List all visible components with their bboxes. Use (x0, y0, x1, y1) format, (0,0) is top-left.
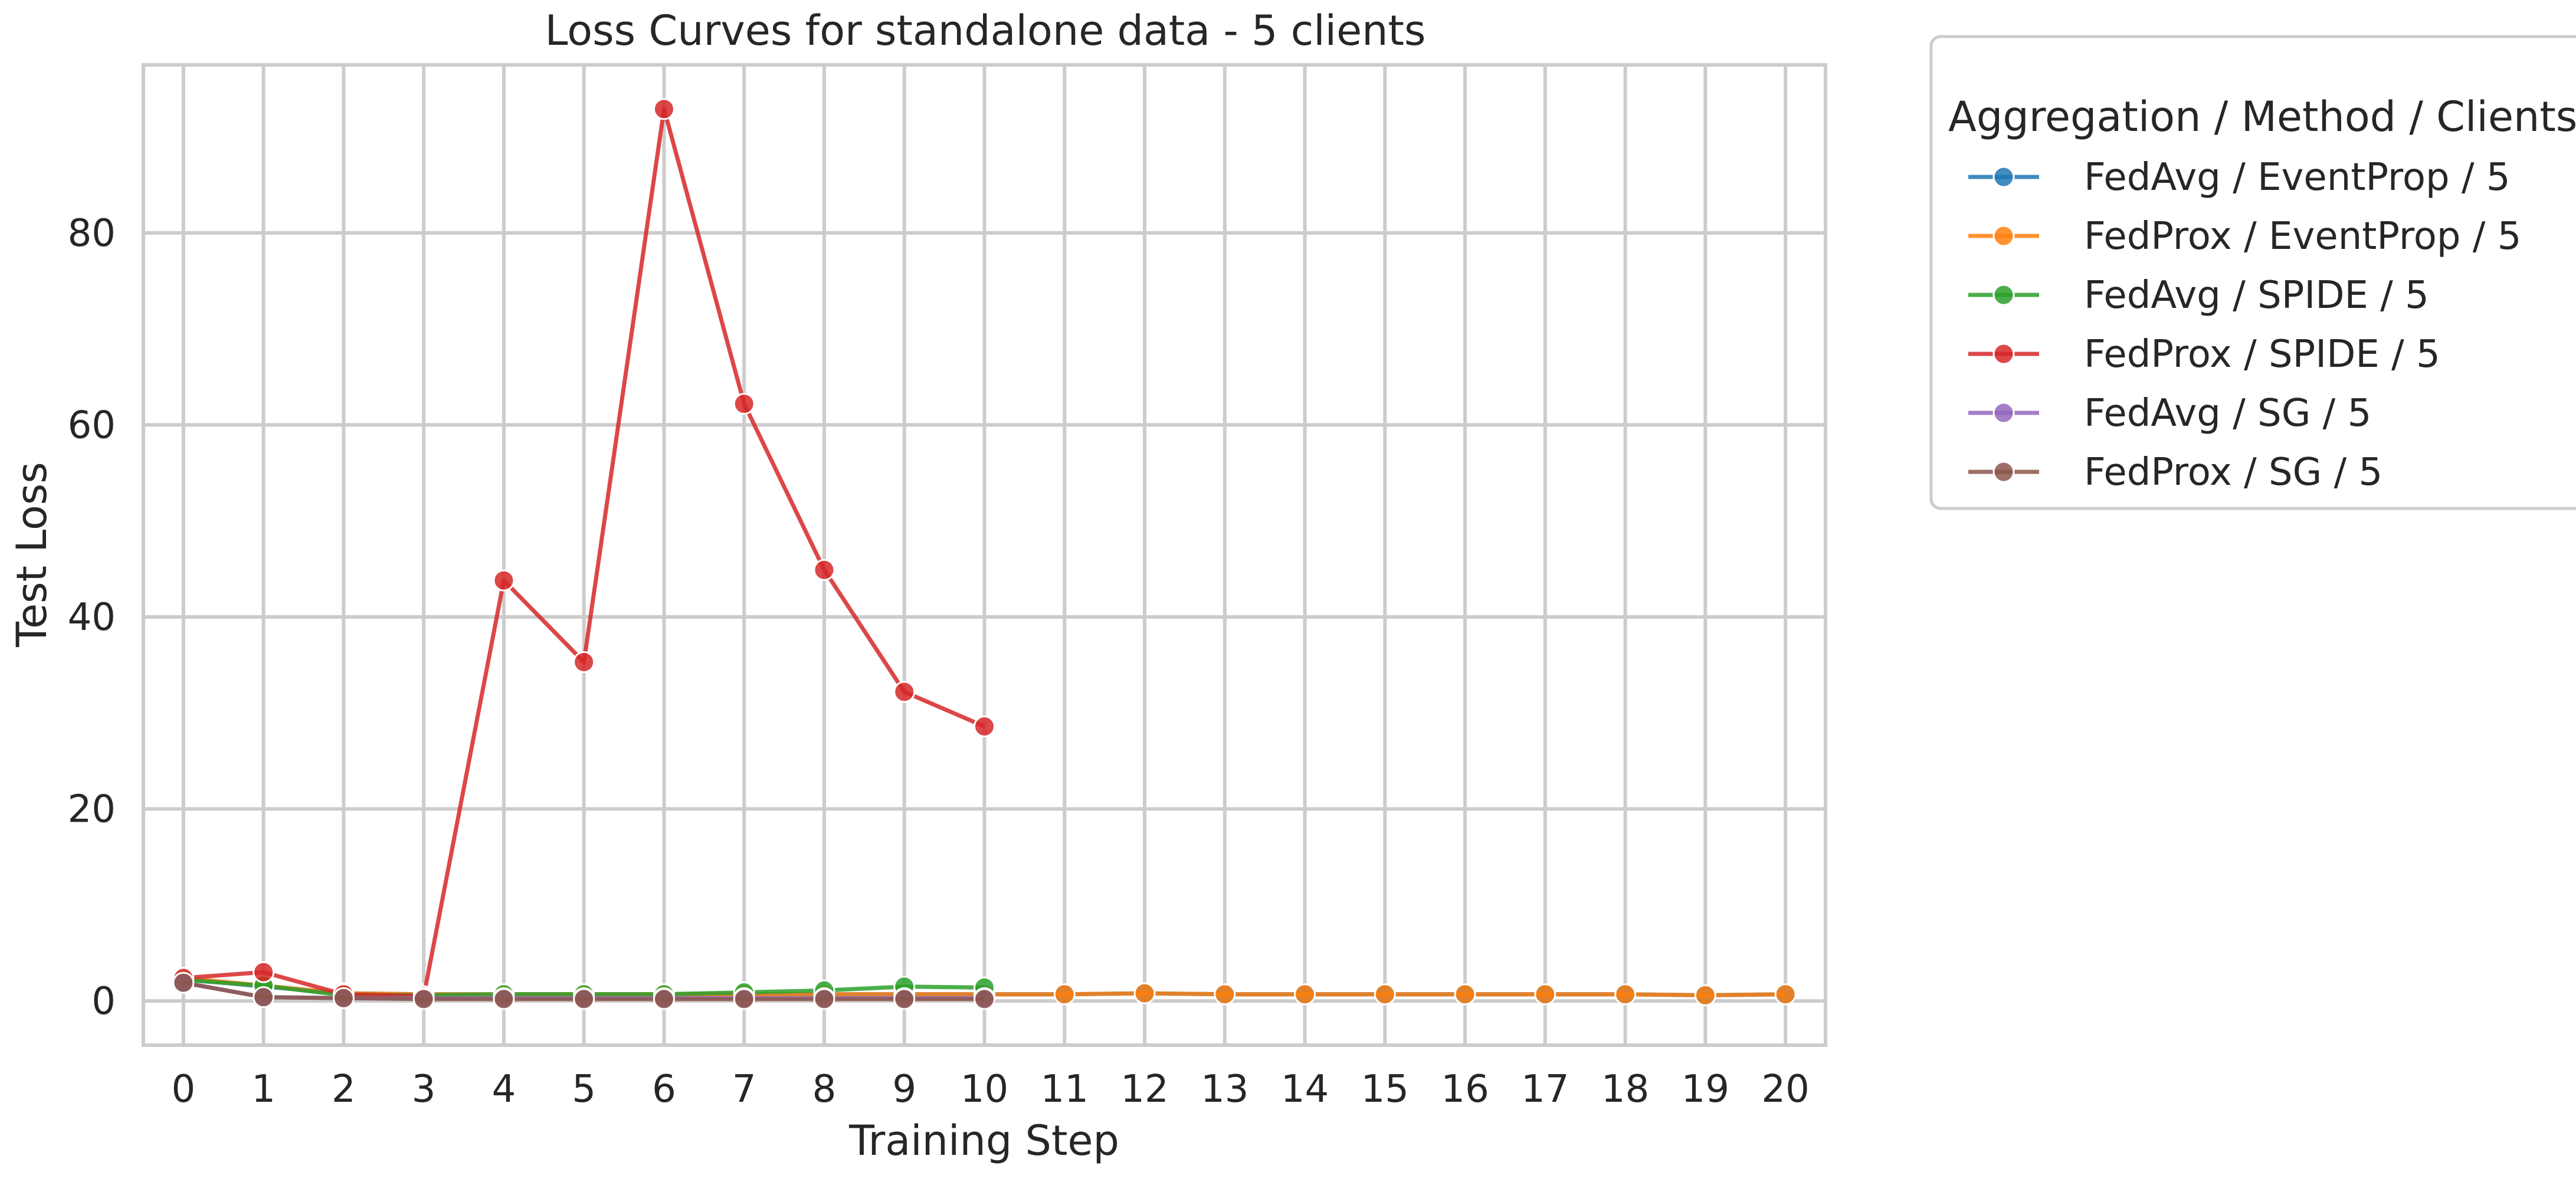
legend-label: FedProx / SG / 5 (2084, 451, 2382, 494)
x-tick-label: 11 (1041, 1068, 1089, 1111)
x-tick-label: 8 (812, 1068, 837, 1111)
x-tick-label: 2 (332, 1068, 356, 1111)
data-point (733, 393, 755, 415)
data-point (573, 988, 595, 1010)
data-point (733, 988, 755, 1010)
y-axis-ticks: 0 20 40 60 80 (68, 212, 116, 1023)
legend-item: FedAvg / SPIDE / 5 (1968, 274, 2429, 317)
series-group (172, 98, 1797, 1010)
x-tick-label: 18 (1601, 1068, 1649, 1111)
legend-items: FedAvg / EventProp / 5 FedProx / EventPro… (1968, 156, 2521, 494)
y-tick-label: 80 (68, 212, 116, 255)
data-point (653, 988, 675, 1010)
legend-swatch-marker (1992, 402, 2015, 424)
data-point (493, 988, 515, 1010)
legend-label: FedAvg / SG / 5 (2084, 392, 2371, 435)
data-point (1694, 984, 1716, 1006)
legend-item: FedProx / EventProp / 5 (1968, 215, 2521, 258)
legend-frame (1929, 35, 2576, 510)
legend-swatch-marker (1992, 343, 2015, 365)
legend-label: FedProx / EventProp / 5 (2084, 215, 2521, 258)
x-tick-label: 12 (1120, 1068, 1168, 1111)
x-tick-label: 10 (961, 1068, 1008, 1111)
legend-swatch-marker (1992, 225, 2015, 247)
legend: Aggregation / Method / Clients FedAvg / … (1929, 35, 2576, 510)
data-point (1214, 983, 1236, 1006)
data-point (1053, 983, 1076, 1006)
data-point (1374, 983, 1396, 1006)
x-tick-label: 3 (412, 1068, 436, 1111)
x-tick-label: 5 (572, 1068, 596, 1111)
data-point (332, 987, 355, 1009)
data-point (1774, 983, 1797, 1006)
legend-label: FedAvg / EventProp / 5 (2084, 156, 2511, 199)
series-group-item (172, 971, 995, 1010)
legend-title: Aggregation / Method / Clients (1948, 93, 2576, 141)
data-point (1454, 983, 1476, 1006)
x-tick-label: 14 (1281, 1068, 1329, 1111)
data-point (172, 971, 195, 994)
y-tick-label: 0 (91, 980, 116, 1023)
x-tick-label: 9 (892, 1068, 916, 1111)
data-point (1133, 982, 1156, 1004)
data-point (253, 986, 275, 1009)
data-point (412, 988, 435, 1010)
data-point (974, 988, 995, 1010)
data-point (653, 98, 675, 120)
x-tick-label: 15 (1361, 1068, 1409, 1111)
x-tick-label: 4 (492, 1068, 516, 1111)
x-axis-label: Training Step (848, 1117, 1119, 1165)
legend-label: FedProx / SPIDE / 5 (2084, 333, 2440, 376)
x-tick-label: 0 (172, 1068, 196, 1111)
legend-swatch-marker (1992, 284, 2015, 306)
data-point (1294, 983, 1316, 1006)
legend-label: FedAvg / SPIDE / 5 (2084, 274, 2429, 317)
data-point (1614, 983, 1637, 1006)
x-tick-label: 1 (251, 1068, 276, 1111)
x-tick-label: 7 (732, 1068, 756, 1111)
data-point (253, 961, 275, 983)
x-tick-label: 20 (1761, 1068, 1809, 1111)
data-point (813, 559, 835, 581)
data-point (1534, 983, 1556, 1006)
data-point (974, 715, 995, 738)
x-tick-label: 19 (1682, 1068, 1729, 1111)
legend-swatch-marker (1992, 461, 2015, 483)
data-point (893, 681, 916, 703)
data-point (493, 569, 515, 592)
data-point (813, 988, 835, 1010)
legend-item: FedAvg / EventProp / 5 (1968, 156, 2511, 199)
plot-area-frame (142, 63, 1827, 1047)
legend-swatch-marker (1992, 166, 2015, 188)
x-axis-ticks: 0 1 2 3 4 5 6 7 8 9 10 11 12 13 14 15 16 17 18 19 20 (172, 1068, 1810, 1111)
y-axis-label: Test Loss (8, 462, 56, 648)
x-tick-label: 6 (652, 1068, 676, 1111)
data-point (893, 988, 916, 1010)
data-point (573, 651, 595, 674)
x-tick-label: 16 (1441, 1068, 1489, 1111)
y-tick-label: 60 (68, 403, 116, 447)
legend-item: FedAvg / SG / 5 (1968, 392, 2371, 435)
legend-item: FedProx / SPIDE / 5 (1968, 333, 2440, 376)
chart-title: Loss Curves for standalone data - 5 clie… (545, 6, 1426, 55)
x-tick-label: 13 (1201, 1068, 1248, 1111)
x-tick-label: 17 (1521, 1068, 1569, 1111)
y-tick-label: 40 (68, 596, 116, 639)
legend-item: FedProx / SG / 5 (1968, 451, 2382, 494)
y-tick-label: 20 (68, 788, 116, 832)
